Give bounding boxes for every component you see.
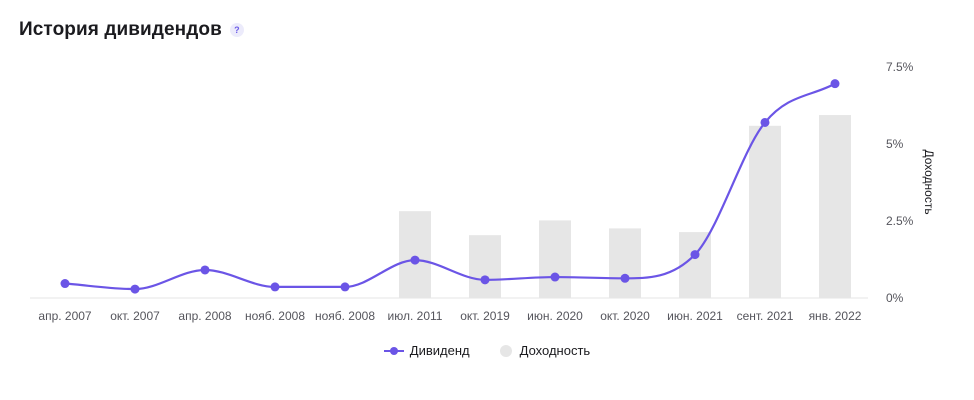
y-tick-label: 2.5% xyxy=(886,214,914,228)
yield-bar xyxy=(609,228,641,298)
legend-item-dividend[interactable]: Дивиденд xyxy=(383,343,470,358)
dividend-point xyxy=(130,284,140,294)
chart-legend: Дивиденд Доходность xyxy=(0,343,974,358)
dividend-point xyxy=(550,272,560,282)
x-tick-label: апр. 2008 xyxy=(178,309,232,323)
legend-label-dividend: Дивиденд xyxy=(409,343,470,358)
legend-item-yield[interactable]: Доходность xyxy=(499,343,591,358)
card-header: История дивидендов ? xyxy=(19,19,244,41)
x-tick-label: нояб. 2008 xyxy=(245,309,305,323)
yield-bar xyxy=(749,125,781,298)
legend-label-yield: Доходность xyxy=(519,343,591,358)
y-tick-label: 0% xyxy=(886,291,904,305)
dividend-point xyxy=(270,282,280,292)
yield-bar xyxy=(469,235,501,298)
dividend-point xyxy=(340,282,350,292)
x-tick-label: апр. 2007 xyxy=(38,309,92,323)
y-axis-title: Доходность xyxy=(922,149,936,214)
x-tick-label: сент. 2021 xyxy=(737,309,794,323)
legend-line-marker-icon xyxy=(383,344,404,358)
y-tick-label: 5% xyxy=(886,137,904,151)
x-tick-label: окт. 2007 xyxy=(110,309,160,323)
x-tick-label: июн. 2021 xyxy=(667,309,723,323)
dividend-point xyxy=(620,273,630,283)
x-tick-label: нояб. 2008 xyxy=(315,309,375,323)
dividend-point xyxy=(690,250,700,260)
dividend-point xyxy=(200,265,210,275)
x-tick-label: окт. 2019 xyxy=(460,309,510,323)
dividend-point xyxy=(480,275,490,285)
x-tick-label: янв. 2022 xyxy=(809,309,862,323)
dividend-point xyxy=(410,255,420,265)
dividend-line xyxy=(64,82,836,291)
y-tick-label: 7.5% xyxy=(886,60,914,74)
dividend-point xyxy=(830,79,840,89)
yield-bar xyxy=(399,211,431,298)
yield-bar xyxy=(819,115,851,298)
x-tick-label: июл. 2011 xyxy=(388,309,443,323)
dividend-point xyxy=(60,279,70,289)
help-icon[interactable]: ? xyxy=(229,23,244,37)
x-tick-label: июн. 2020 xyxy=(527,309,583,323)
legend-dot-icon xyxy=(499,344,512,357)
dividend-point xyxy=(760,117,770,127)
x-tick-label: окт. 2020 xyxy=(600,309,650,323)
chart-title: История дивидендов xyxy=(19,19,222,40)
yield-bar xyxy=(539,220,571,298)
